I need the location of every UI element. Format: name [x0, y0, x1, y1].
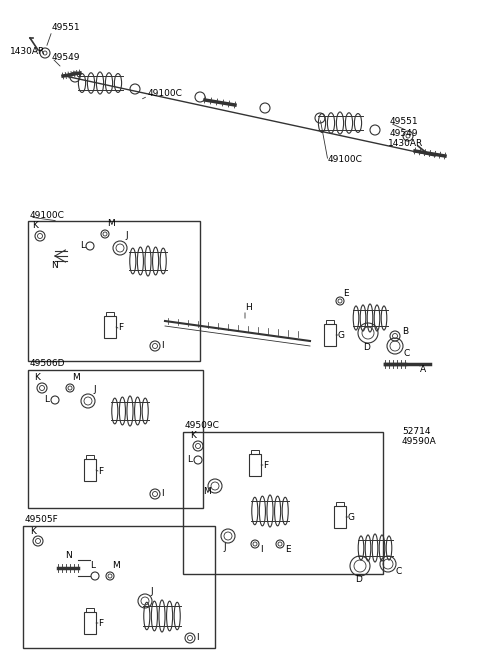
- Bar: [183, 432, 383, 574]
- Text: D: D: [363, 344, 370, 352]
- Text: B: B: [402, 327, 408, 335]
- Text: 49100C: 49100C: [30, 211, 65, 220]
- Text: J: J: [93, 384, 96, 394]
- Bar: [84, 612, 96, 634]
- Text: M: M: [72, 373, 80, 382]
- Text: 49549: 49549: [390, 129, 419, 138]
- Text: C: C: [403, 350, 409, 358]
- Text: I: I: [161, 489, 164, 499]
- Text: E: E: [343, 289, 348, 298]
- Text: 49100C: 49100C: [148, 89, 183, 98]
- Text: F: F: [118, 323, 123, 333]
- Text: H: H: [245, 304, 252, 312]
- Bar: [336, 502, 344, 506]
- Bar: [104, 316, 116, 338]
- Text: A: A: [420, 365, 426, 373]
- Bar: [86, 455, 94, 459]
- Text: L: L: [80, 241, 85, 251]
- Text: E: E: [285, 544, 290, 554]
- Text: 49551: 49551: [390, 117, 419, 125]
- Text: K: K: [30, 527, 36, 535]
- Text: J: J: [223, 544, 226, 552]
- Bar: [86, 608, 94, 612]
- Text: N: N: [51, 262, 58, 270]
- Text: J: J: [150, 586, 153, 596]
- Text: J: J: [125, 232, 128, 241]
- Text: 1430AR: 1430AR: [388, 140, 423, 148]
- Bar: [84, 459, 96, 481]
- Text: F: F: [98, 619, 103, 628]
- Bar: [249, 454, 261, 476]
- Text: M: M: [112, 560, 120, 569]
- Bar: [251, 450, 259, 454]
- Text: 1430AR: 1430AR: [10, 47, 45, 56]
- Bar: [334, 506, 346, 528]
- Text: I: I: [161, 342, 164, 350]
- Text: 49590A: 49590A: [402, 436, 437, 445]
- Bar: [326, 320, 334, 324]
- Text: K: K: [190, 432, 196, 440]
- Text: 49100C: 49100C: [328, 155, 363, 163]
- Text: 52714: 52714: [402, 426, 431, 436]
- Text: 49505F: 49505F: [25, 516, 59, 525]
- Text: 49549: 49549: [52, 54, 81, 62]
- Text: L: L: [187, 455, 192, 464]
- Text: I: I: [196, 634, 199, 642]
- Text: K: K: [34, 373, 40, 382]
- Text: F: F: [98, 466, 103, 476]
- Text: N: N: [65, 552, 72, 560]
- Text: M: M: [203, 487, 211, 495]
- Text: C: C: [395, 567, 401, 577]
- Bar: [28, 221, 200, 361]
- Text: L: L: [44, 396, 49, 405]
- Text: K: K: [32, 222, 38, 230]
- Bar: [324, 324, 336, 346]
- Bar: [28, 370, 203, 508]
- Bar: [106, 312, 114, 316]
- Text: 49509C: 49509C: [185, 422, 220, 430]
- Text: G: G: [338, 331, 345, 340]
- Text: L: L: [90, 560, 95, 569]
- Text: 49506D: 49506D: [30, 359, 65, 369]
- Text: I: I: [260, 544, 263, 554]
- Text: M: M: [107, 220, 115, 228]
- Text: F: F: [263, 462, 268, 470]
- Text: 49551: 49551: [52, 24, 81, 33]
- Text: G: G: [348, 514, 355, 522]
- Text: D: D: [355, 575, 362, 583]
- Bar: [23, 526, 215, 648]
